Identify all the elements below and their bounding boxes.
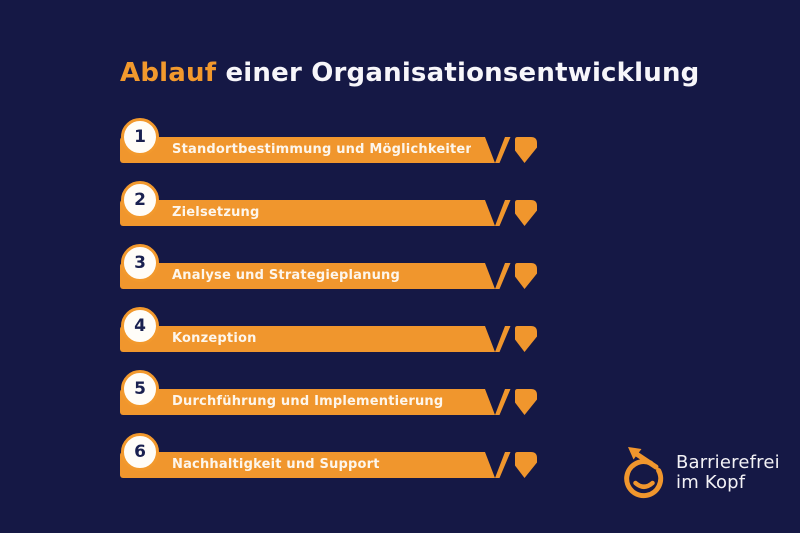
step-bar: Analyse und Strategieplanung xyxy=(120,263,496,289)
down-arrow-icon xyxy=(471,452,537,478)
step-label: Konzeption xyxy=(172,331,257,346)
step-label: Zielsetzung xyxy=(172,205,260,220)
brand-logo: Barrierefrei im Kopf xyxy=(620,444,780,502)
brand-name-line1: Barrierefrei xyxy=(676,452,780,473)
step-label: Standortbestimmung und Möglichkeiten xyxy=(172,142,475,157)
step-row-4: Konzeption 4 xyxy=(120,306,537,352)
step-bar: Nachhaltigkeit und Support xyxy=(120,452,496,478)
brand-name-line2: im Kopf xyxy=(676,472,746,493)
step-number: 6 xyxy=(134,442,146,462)
down-arrow-icon xyxy=(471,200,537,226)
step-bar: Zielsetzung xyxy=(120,200,496,226)
step-row-6: Nachhaltigkeit und Support 6 xyxy=(120,432,537,478)
title-rest: einer Organisationsentwicklung xyxy=(216,58,700,88)
step-number: 1 xyxy=(134,127,146,147)
step-bar: Standortbestimmung und Möglichkeiten xyxy=(120,137,496,163)
step-number: 2 xyxy=(134,190,146,210)
down-arrow-icon xyxy=(471,389,537,415)
step-number-badge: 6 xyxy=(121,433,159,471)
down-arrow-icon xyxy=(471,326,537,352)
step-number-badge: 3 xyxy=(121,244,159,282)
title-highlight: Ablauf xyxy=(120,58,217,88)
step-number: 4 xyxy=(134,316,146,336)
step-label: Durchführung und Implementierung xyxy=(172,394,444,409)
down-arrow-icon xyxy=(471,137,537,163)
step-bar: Konzeption xyxy=(120,326,496,352)
step-number-badge: 2 xyxy=(121,181,159,219)
circular-arrow-icon xyxy=(624,447,664,499)
step-number: 3 xyxy=(134,253,146,273)
step-label: Nachhaltigkeit und Support xyxy=(172,457,380,472)
step-row-1: Standortbestimmung und Möglichkeiten 1 xyxy=(120,117,537,163)
step-row-5: Durchführung und Implementierung 5 xyxy=(120,369,537,415)
step-number-badge: 1 xyxy=(121,118,159,156)
step-number: 5 xyxy=(134,379,146,399)
brand-logo-text: Barrierefrei im Kopf xyxy=(676,453,780,493)
step-bar: Durchführung und Implementierung xyxy=(120,389,496,415)
down-arrow-icon xyxy=(471,263,537,289)
step-row-2: Zielsetzung 2 xyxy=(120,180,537,226)
step-number-badge: 4 xyxy=(121,307,159,345)
step-label: Analyse und Strategieplanung xyxy=(172,268,401,283)
step-row-3: Analyse und Strategieplanung 3 xyxy=(120,243,537,289)
step-number-badge: 5 xyxy=(121,370,159,408)
page-title: Ablauf einer Organisationsentwicklung xyxy=(120,58,700,88)
